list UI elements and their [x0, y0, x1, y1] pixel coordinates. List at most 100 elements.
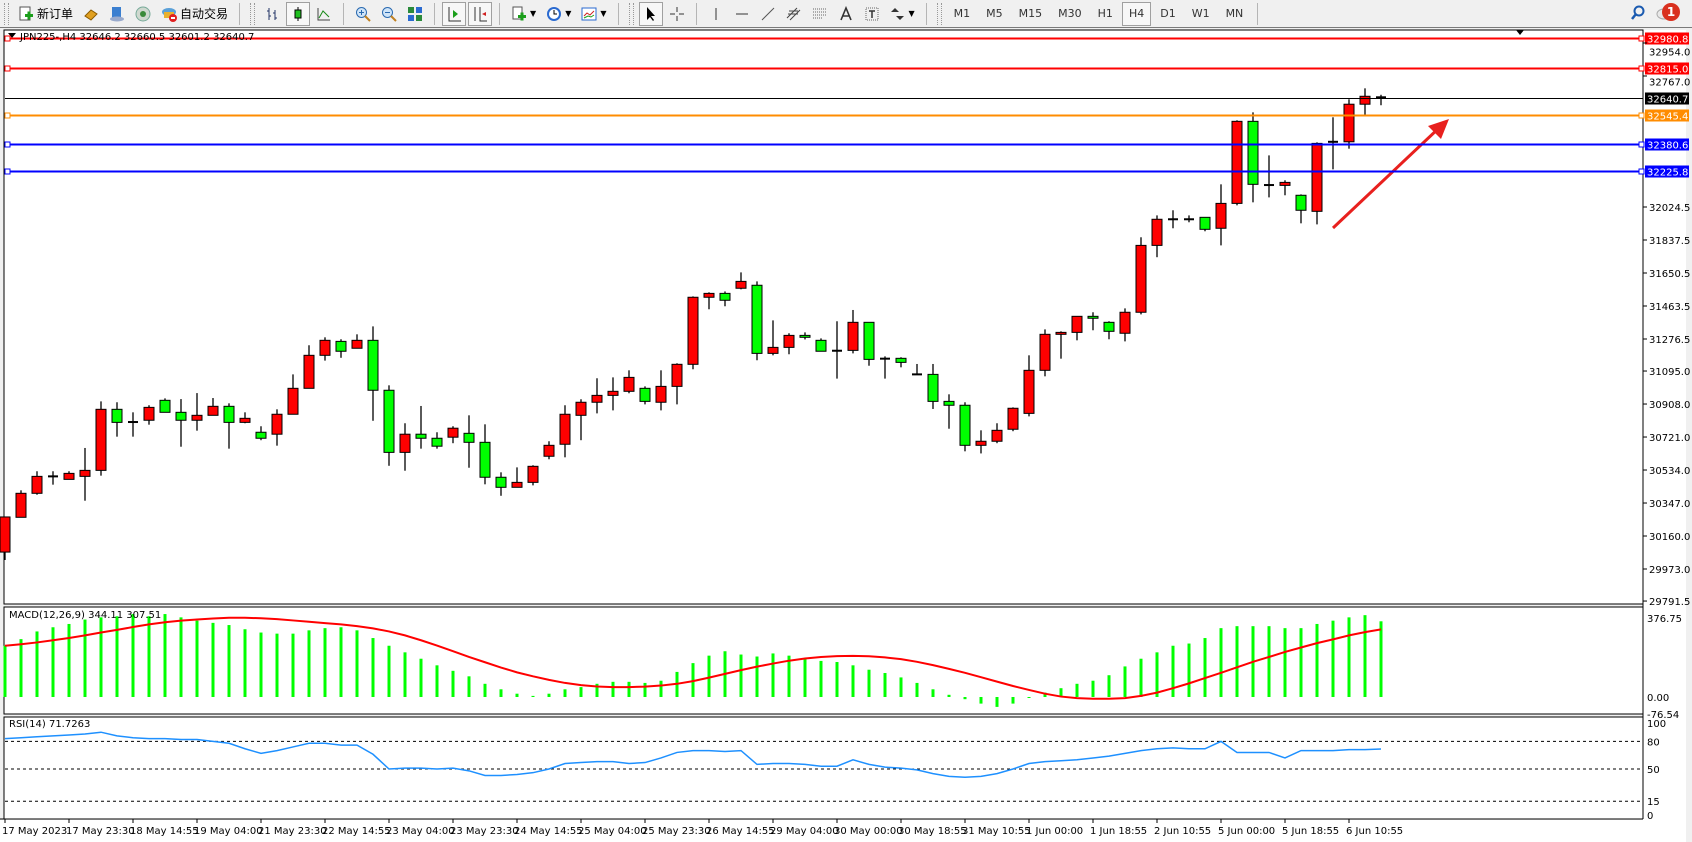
time-tick-label: 18 May 14:55 — [130, 826, 199, 837]
macd-histogram-bar — [467, 676, 471, 697]
candle-body — [591, 394, 603, 403]
candle — [959, 402, 971, 452]
line-handle-icon[interactable] — [4, 141, 11, 148]
navigator-button[interactable] — [131, 2, 155, 26]
timeframe-selector: M1 M5 M15 M30 H1 H4 D1 W1 MN — [946, 1, 1252, 26]
new-order-button[interactable]: 新订单 — [14, 2, 77, 26]
arrows-button[interactable]: ▼ — [886, 2, 919, 26]
toolbar-grip[interactable] — [250, 2, 256, 25]
rsi-area[interactable] — [3, 716, 1644, 820]
gold-bar-icon — [83, 6, 99, 22]
macd-histogram-bar — [691, 663, 695, 697]
candle-body — [431, 437, 443, 447]
timeframe-m1[interactable]: M1 — [953, 7, 971, 20]
line-handle-icon[interactable] — [4, 112, 11, 119]
zoom-out-button[interactable] — [377, 2, 401, 26]
time-axis[interactable] — [0, 820, 1686, 842]
candle-body — [111, 408, 123, 423]
bar-chart-button[interactable] — [260, 2, 284, 26]
indicators-button[interactable]: ▼ — [507, 2, 540, 26]
candle — [815, 338, 827, 352]
candlestick-chart-button[interactable] — [286, 1, 311, 26]
text-button[interactable] — [834, 2, 858, 26]
line-handle-icon[interactable] — [4, 168, 11, 175]
auto-trading-button[interactable]: 自动交易 — [157, 2, 232, 26]
candle — [703, 292, 715, 310]
line-handle-icon[interactable] — [4, 65, 11, 72]
line-handle-icon[interactable] — [1638, 65, 1645, 72]
line-handle-icon[interactable] — [1638, 141, 1645, 148]
price-tick-label: 32024.5 — [1649, 203, 1690, 214]
timeframe-h1[interactable]: H1 — [1097, 7, 1113, 20]
macd-histogram-bar — [739, 654, 743, 697]
time-tick-label: 24 May 14:55 — [514, 826, 583, 837]
main-chart-area[interactable] — [3, 29, 1644, 605]
chart-shift-marker-icon[interactable] — [1516, 30, 1524, 35]
price-tick-label: 31837.5 — [1649, 236, 1690, 247]
timeframe-d1[interactable]: D1 — [1160, 7, 1176, 20]
candle — [735, 272, 747, 290]
candle-body — [703, 292, 715, 298]
toolbar-grip[interactable] — [628, 2, 634, 25]
price-axis[interactable] — [1643, 30, 1686, 842]
collapse-triangle-icon[interactable] — [8, 33, 16, 38]
timeframe-mn[interactable]: MN — [1225, 7, 1244, 20]
timeframe-m15[interactable]: M15 — [1018, 7, 1043, 20]
cursor-arrow-icon — [643, 6, 659, 22]
candle — [463, 415, 475, 468]
data-window-button[interactable] — [105, 2, 129, 26]
line-handle-icon[interactable] — [4, 35, 11, 42]
candle — [48, 471, 58, 485]
macd-histogram-bar — [35, 631, 39, 697]
text-label-button[interactable] — [860, 2, 884, 26]
macd-area[interactable] — [3, 606, 1644, 715]
macd-histogram-bar — [323, 628, 327, 697]
time-tick-label: 23 May 23:30 — [450, 826, 519, 837]
candle-body — [15, 492, 27, 518]
zoom-in-button[interactable] — [351, 2, 375, 26]
line-chart-button[interactable] — [312, 2, 336, 26]
timeframe-w1[interactable]: W1 — [1191, 7, 1210, 20]
templates-button[interactable]: ▼ — [577, 2, 610, 26]
time-tick-label: 26 May 14:55 — [706, 826, 775, 837]
auto-scroll-button[interactable] — [442, 1, 467, 26]
candle — [111, 402, 123, 437]
dropdown-arrow-icon: ▼ — [600, 9, 607, 18]
notification-badge[interactable]: 1 — [1662, 3, 1680, 21]
line-handle-icon[interactable] — [1638, 112, 1645, 119]
equidistant-channel-button[interactable] — [782, 2, 806, 26]
horizontal-line-button[interactable] — [730, 2, 754, 26]
tile-windows-button[interactable] — [403, 2, 427, 26]
candle — [927, 363, 939, 409]
trendline-button[interactable] — [756, 2, 780, 26]
candle — [128, 412, 138, 437]
periods-button[interactable]: ▼ — [542, 2, 575, 26]
timeframe-h4[interactable]: H4 — [1121, 1, 1152, 26]
candle-body — [863, 321, 875, 360]
toolbar-grip[interactable] — [4, 2, 9, 25]
time-tick-label: 1 Jun 18:55 — [1090, 826, 1147, 837]
candle-body — [463, 432, 475, 443]
rsi-axis-label: 15 — [1647, 797, 1660, 808]
toolbar-grip[interactable] — [936, 2, 942, 25]
vertical-line-button[interactable] — [704, 2, 728, 26]
macd-histogram-bar — [515, 693, 519, 697]
crosshair-button[interactable] — [665, 2, 689, 26]
candle-body — [1231, 120, 1243, 204]
fibonacci-button[interactable] — [808, 2, 832, 26]
timeframe-m30[interactable]: M30 — [1058, 7, 1082, 20]
market-watch-button[interactable] — [79, 2, 103, 26]
candle — [1343, 99, 1355, 149]
line-handle-icon[interactable] — [1638, 168, 1645, 175]
candle — [271, 409, 283, 446]
line-handle-icon[interactable] — [1638, 35, 1645, 42]
chart-header: JPN225-,H4 32646.2 32660.5 32601.2 32640… — [19, 32, 254, 43]
candle — [527, 465, 539, 486]
chart-shift-button[interactable] — [468, 1, 493, 26]
search-icon[interactable] — [1630, 5, 1646, 24]
cursor-button[interactable] — [638, 1, 663, 26]
candle — [1135, 237, 1147, 315]
timeframe-m5[interactable]: M5 — [986, 7, 1003, 20]
candle-body — [959, 404, 971, 446]
